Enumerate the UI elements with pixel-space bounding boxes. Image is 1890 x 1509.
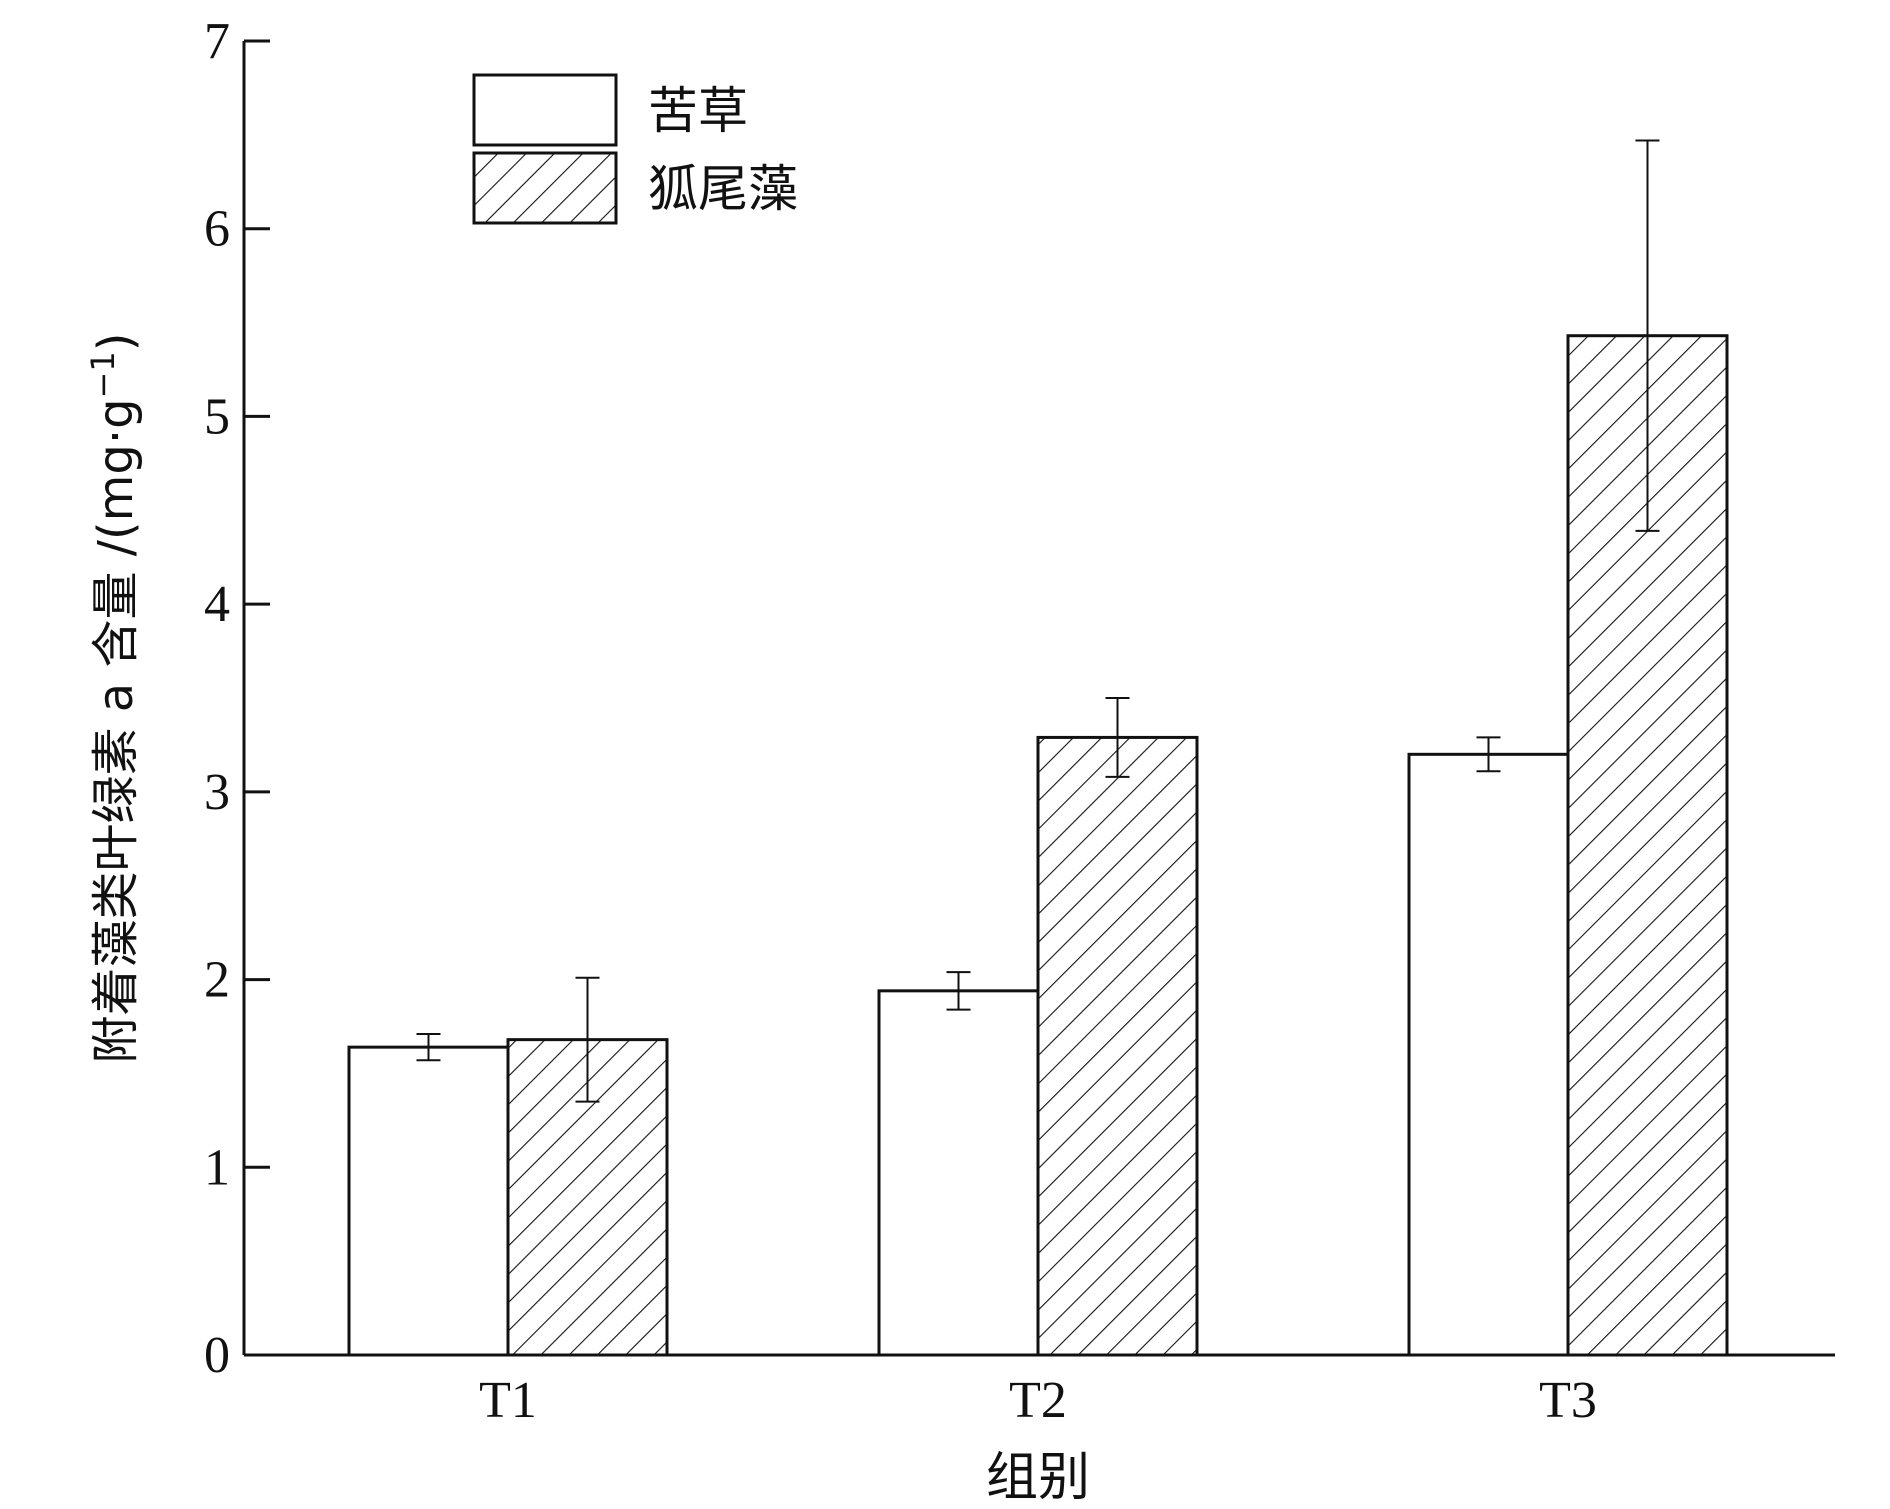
- bar-T2-series-2: [1036, 735, 1199, 1357]
- y-axis-label: 附着藻类叶绿素 a 含量 /(mg·g−1): [84, 333, 144, 1064]
- y-tick-label: 1: [204, 1139, 230, 1196]
- y-axis-label-main: 附着藻类叶绿素 a 含量 /(mg·g: [88, 398, 144, 1063]
- bar-T2-series-1: [877, 989, 1040, 1357]
- y-axis-label-superscript: −1: [84, 351, 122, 398]
- bar-T1-series-1: [347, 1045, 510, 1357]
- x-tick-label: T1: [479, 1372, 537, 1429]
- y-tick-label: 4: [204, 576, 230, 633]
- legend-label: 苦草: [648, 82, 748, 140]
- y-tick-label: 7: [204, 13, 230, 70]
- y-tick-label: 2: [204, 952, 230, 1009]
- legend-swatch: [472, 73, 618, 147]
- y-tick-label: 6: [204, 201, 230, 258]
- y-axis-label-close: ): [88, 333, 144, 352]
- legend-swatch: [472, 151, 618, 225]
- y-tick-label: 5: [204, 388, 230, 445]
- x-tick-label: T2: [1009, 1372, 1067, 1429]
- x-tick-label: T3: [1539, 1372, 1597, 1429]
- legend-label: 狐尾藻: [648, 160, 798, 218]
- y-tick-label: 0: [204, 1327, 230, 1384]
- y-tick-label: 3: [204, 764, 230, 821]
- bar-T3-series-1: [1407, 752, 1570, 1357]
- x-axis-label: 组别: [986, 1448, 1090, 1508]
